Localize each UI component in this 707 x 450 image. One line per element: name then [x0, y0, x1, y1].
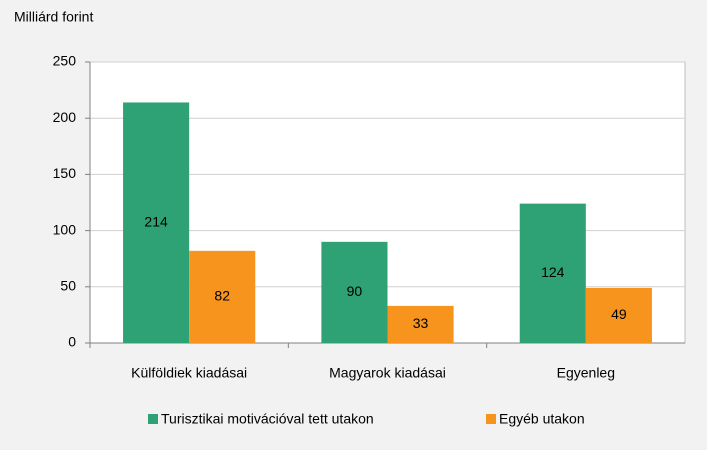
bar	[189, 250, 256, 343]
value-label: 82	[214, 288, 230, 304]
legend-label: Egyéb utakon	[499, 411, 585, 427]
value-label: 124	[541, 264, 565, 280]
y-tick-label: 200	[53, 109, 77, 125]
y-axis-label: Milliárd forint	[14, 9, 93, 25]
bar	[585, 287, 652, 343]
bar	[123, 102, 190, 344]
x-tick-label: Egyenleg	[557, 365, 615, 381]
value-label: 214	[144, 213, 168, 229]
legend-swatch	[486, 414, 496, 424]
y-tick-label: 150	[53, 165, 77, 181]
y-tick-label: 50	[60, 278, 76, 294]
value-label: 33	[413, 315, 429, 331]
legend-label: Turisztikai motivációval tett utakon	[161, 411, 374, 427]
bar	[321, 241, 388, 343]
value-label: 90	[347, 283, 363, 299]
y-tick-label: 0	[68, 334, 76, 350]
legend-swatch	[148, 414, 158, 424]
y-tick-label: 100	[53, 221, 77, 237]
y-tick-label: 250	[53, 53, 77, 69]
x-tick-label: Külföldiek kiadásai	[131, 365, 247, 381]
x-tick-label: Magyarok kiadásai	[329, 365, 446, 381]
bar	[519, 203, 586, 343]
bar	[387, 305, 454, 343]
value-label: 49	[611, 306, 627, 322]
